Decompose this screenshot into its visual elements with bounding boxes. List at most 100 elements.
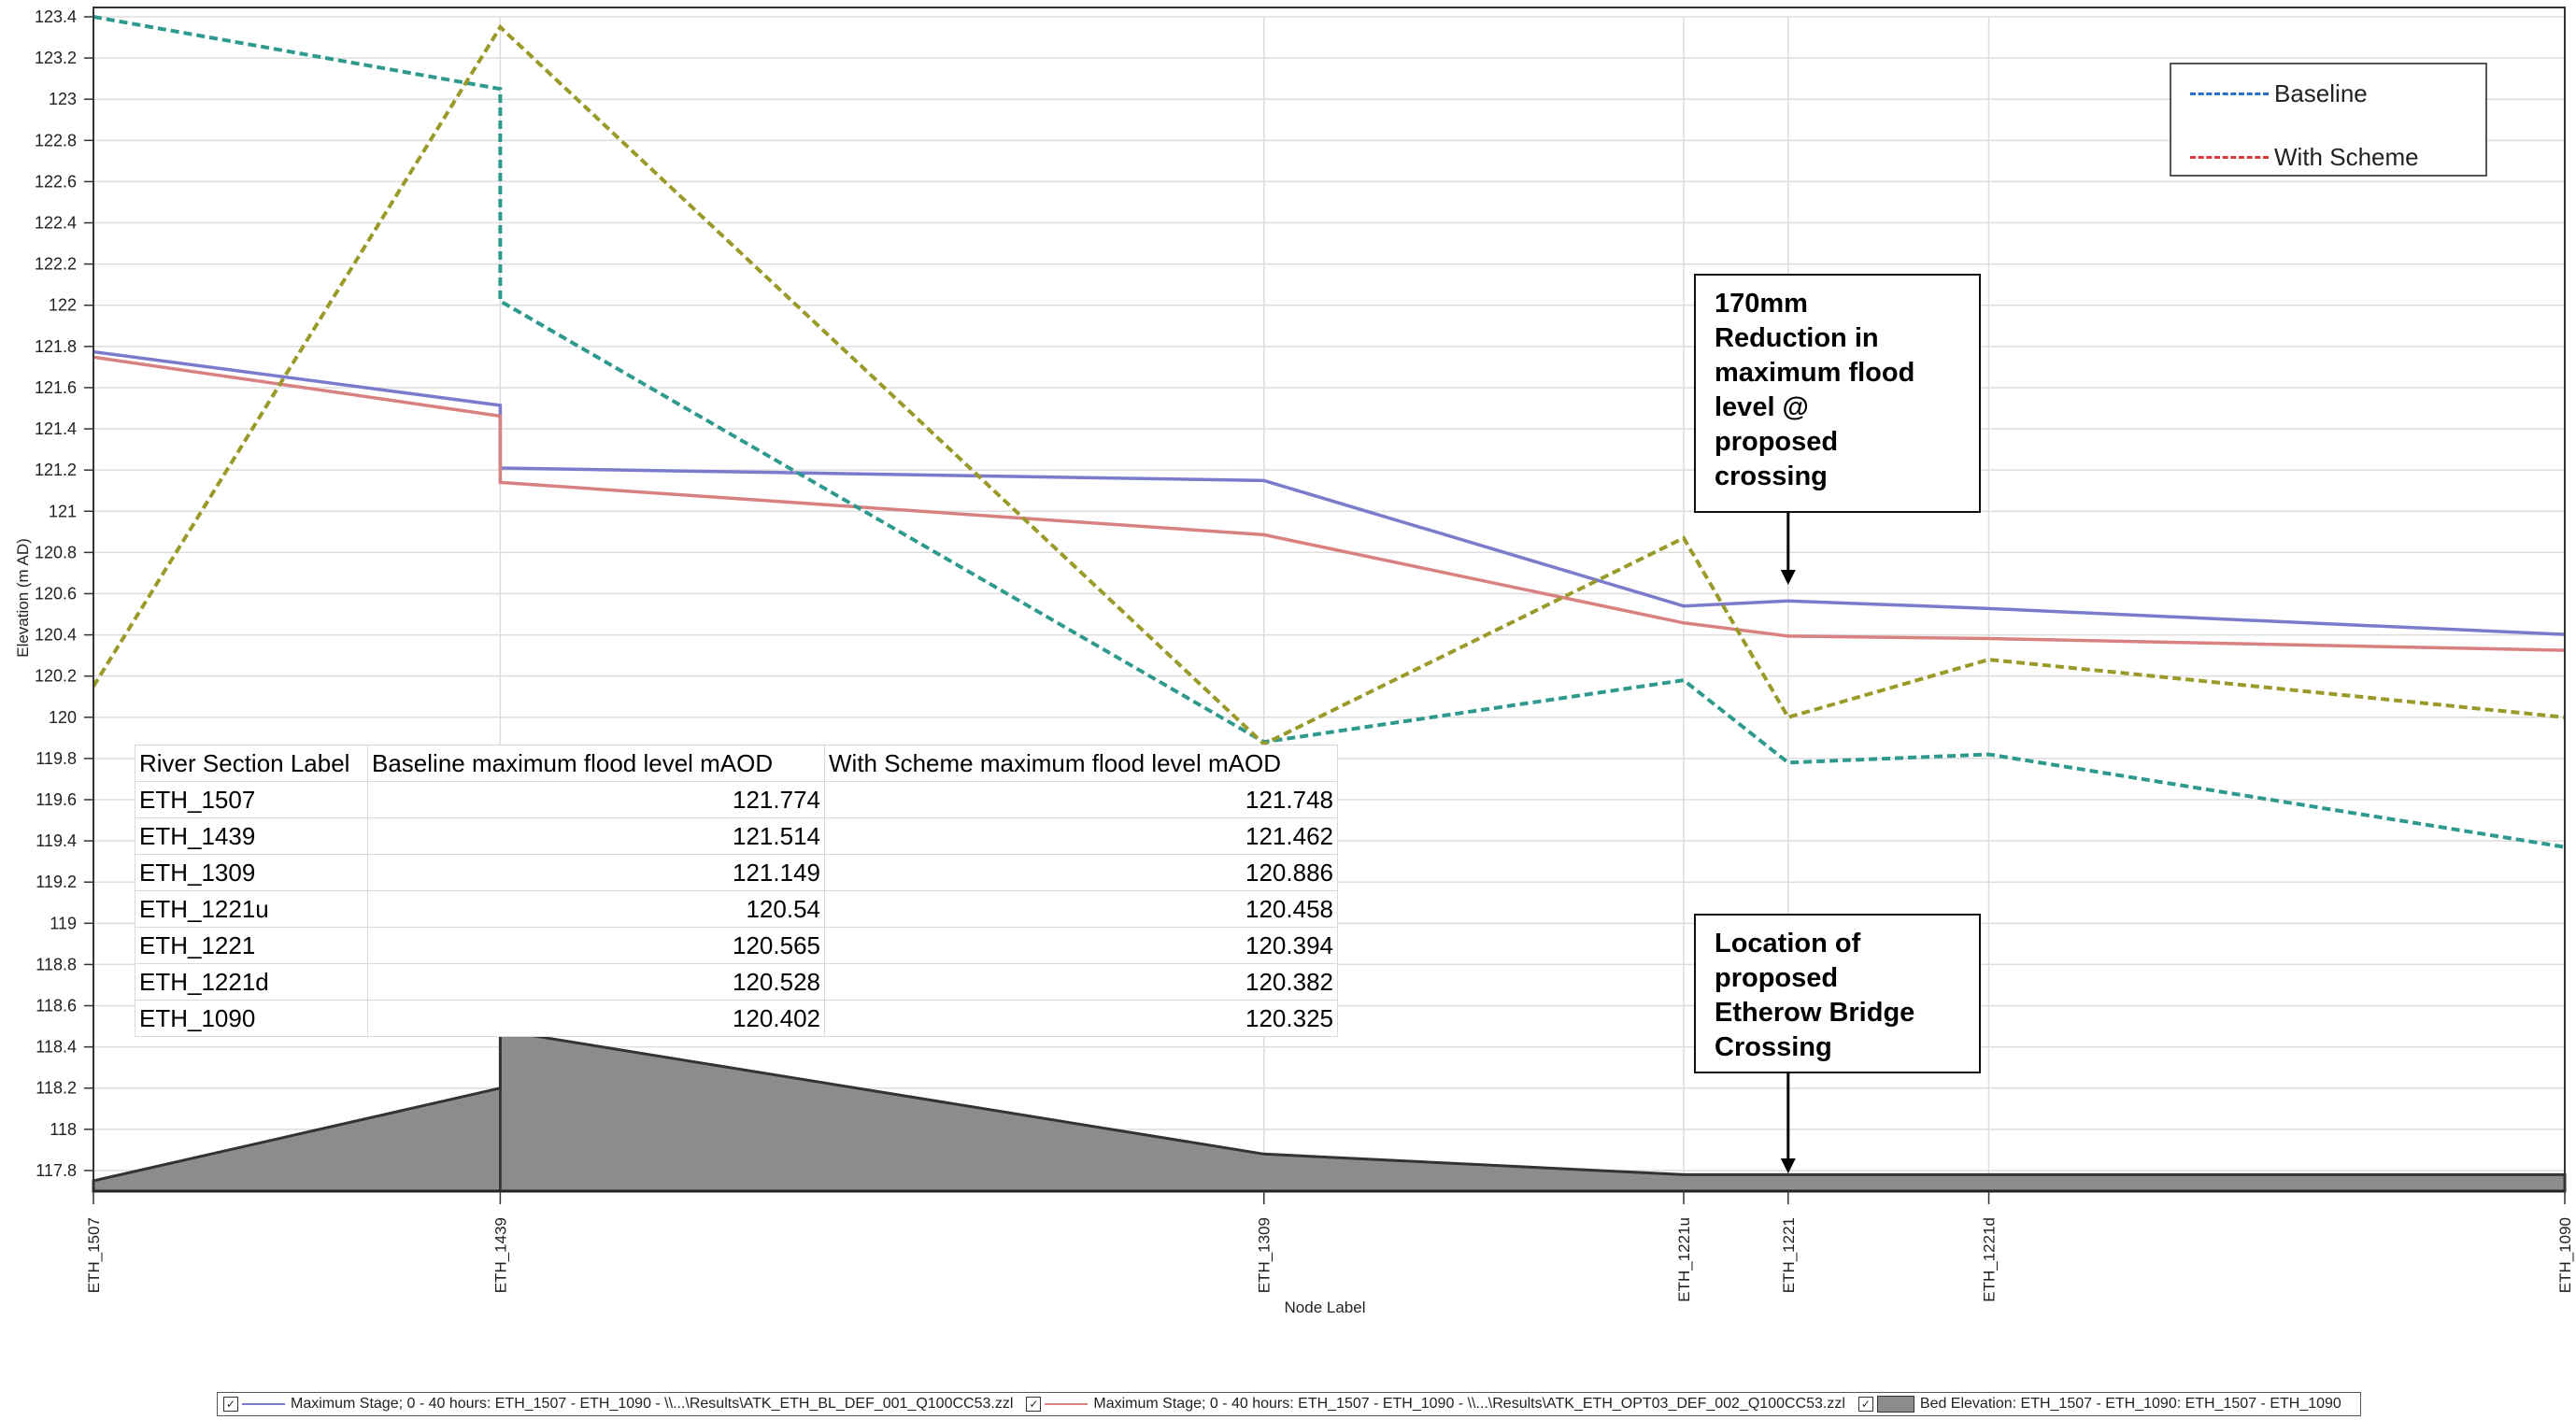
y-tick-label: 120.8 <box>35 543 77 561</box>
x-tick-label: ETH_1221u <box>1675 1217 1693 1302</box>
y-tick-label: 120.6 <box>35 584 77 603</box>
y-axis-label: Elevation (m AD) <box>14 538 32 658</box>
table-cell: ETH_1221d <box>135 963 368 1001</box>
legend-swatch-baseline <box>2190 92 2269 95</box>
checkbox-icon[interactable]: ✓ <box>1857 1397 1873 1412</box>
flood-level-table: River Section Label Baseline maximum flo… <box>135 745 1338 1037</box>
y-tick-labels: 117.8 118 118.2 118.4 118.6 118.8 119 119.2 119.… <box>35 7 93 1180</box>
y-tick-label: 118.8 <box>36 955 77 973</box>
y-tick-label: 120.2 <box>35 667 77 686</box>
x-tick-labels: ETH_1507 ETH_1439 ETH_1309 ETH_1221u ETH_122… <box>85 1191 2574 1302</box>
y-tick-label: 119 <box>50 914 77 932</box>
series-line-0 <box>93 349 2566 636</box>
table-row: ETH_1439 121.514 121.462 <box>135 817 1338 855</box>
table-cell: 121.149 <box>367 854 825 891</box>
table-cell: 120.886 <box>824 854 1338 891</box>
series-line-1 <box>93 355 2566 652</box>
table-cell: ETH_1221 <box>135 927 368 964</box>
footer-legend-entry[interactable]: ✓ Bed Elevation: ETH_1507 - ETH_1090: ET… <box>1857 1396 2341 1413</box>
annotation-arrow-head <box>1780 570 1796 585</box>
annotation-flood-reduction: 170mm Reduction in maximum flood level @… <box>1694 274 1981 513</box>
x-tick-label: ETH_1309 <box>1256 1217 1274 1293</box>
table-cell: 120.382 <box>824 963 1338 1001</box>
y-tick-label: 121.2 <box>35 461 77 479</box>
y-tick-label: 121 <box>49 502 77 520</box>
table-cell: ETH_1221u <box>135 890 368 928</box>
footer-legend-label: Maximum Stage; 0 - 40 hours: ETH_1507 - … <box>291 1396 1014 1412</box>
table-row: ETH_1507 121.774 121.748 <box>135 781 1338 818</box>
series-line-3 <box>92 23 2566 746</box>
table-header-cell: With Scheme maximum flood level mAOD <box>824 745 1338 782</box>
x-tick-label: ETH_1221 <box>1780 1217 1798 1293</box>
table-body: ETH_1507 121.774 121.748 ETH_1439 121.514 121… <box>135 781 1338 1037</box>
table-header-cell: River Section Label <box>135 745 368 782</box>
table-cell: 121.462 <box>824 817 1338 855</box>
table-row: ETH_1309 121.149 120.886 <box>135 854 1338 891</box>
legend-label-baseline: Baseline <box>2274 79 2368 107</box>
checkbox-icon[interactable]: ✓ <box>223 1397 238 1412</box>
table-cell: 121.774 <box>367 781 825 818</box>
table-header-cell: Baseline maximum flood level mAOD <box>367 745 825 782</box>
checkbox-icon[interactable]: ✓ <box>1026 1397 1042 1412</box>
legend-item-with-scheme: With Scheme <box>2190 143 2419 172</box>
table-cell: 120.402 <box>367 1000 825 1037</box>
bed-elevation-area <box>92 1029 2567 1193</box>
y-tick-label: 123.2 <box>35 49 77 67</box>
footer-swatch <box>242 1403 285 1405</box>
table-cell: 120.458 <box>824 890 1338 928</box>
table-cell: 120.54 <box>367 890 825 928</box>
y-tick-label: 123.4 <box>35 7 77 26</box>
y-tick-label: 122 <box>49 296 77 315</box>
legend: Baseline With Scheme <box>2170 63 2487 177</box>
x-tick-label: ETH_1090 <box>2556 1217 2574 1293</box>
table-cell: 120.565 <box>367 927 825 964</box>
table-cell: ETH_1090 <box>135 1000 368 1037</box>
y-tick-label: 118.6 <box>36 997 77 1015</box>
y-tick-label: 120 <box>49 708 77 727</box>
y-tick-label: 120.4 <box>35 626 77 645</box>
table-cell: 120.325 <box>824 1000 1338 1037</box>
footer-legend-entry[interactable]: ✓ Maximum Stage; 0 - 40 hours: ETH_1507 … <box>223 1396 1013 1413</box>
y-tick-label: 123 <box>49 90 77 108</box>
table-row: ETH_1221d 120.528 120.382 <box>135 963 1338 1001</box>
x-axis-label: Node Label <box>1285 1299 1366 1316</box>
y-tick-label: 122.8 <box>35 131 77 149</box>
annotation-arrows <box>1780 513 1796 1173</box>
annotation-arrow-head <box>1780 1158 1796 1173</box>
annotation-bridge-location: Location of proposed Etherow Bridge Cros… <box>1694 914 1981 1073</box>
y-tick-label: 119.6 <box>36 790 77 809</box>
bed-elevation-polygon <box>92 1029 2567 1193</box>
y-tick-label: 122.2 <box>35 255 77 274</box>
y-tick-label: 122.4 <box>35 214 77 233</box>
legend-swatch-with-scheme <box>2190 156 2269 159</box>
footer-swatch <box>1045 1403 1089 1405</box>
table-cell: ETH_1309 <box>135 854 368 891</box>
legend-label-with-scheme: With Scheme <box>2274 143 2419 171</box>
table-cell: 121.514 <box>367 817 825 855</box>
x-tick-label: ETH_1221d <box>1981 1217 1999 1302</box>
series-line-2 <box>93 15 2566 849</box>
footer-legend-label: Bed Elevation: ETH_1507 - ETH_1090: ETH_… <box>1919 1396 2341 1412</box>
y-tick-label: 119.4 <box>36 831 77 850</box>
footer-legend: ✓ Maximum Stage; 0 - 40 hours: ETH_1507 … <box>217 1392 2361 1416</box>
x-tick-label: ETH_1507 <box>85 1217 103 1293</box>
table-cell: ETH_1507 <box>135 781 368 818</box>
table-header-row: River Section Label Baseline maximum flo… <box>135 745 1338 782</box>
table-row: ETH_1090 120.402 120.325 <box>135 1000 1338 1037</box>
y-tick-label: 117.8 <box>36 1161 77 1180</box>
y-tick-label: 118 <box>50 1120 77 1139</box>
footer-legend-entry[interactable]: ✓ Maximum Stage; 0 - 40 hours: ETH_1507 … <box>1026 1396 1845 1413</box>
y-tick-label: 119.8 <box>36 749 77 768</box>
axes <box>93 7 2566 1193</box>
table-cell: 121.748 <box>824 781 1338 818</box>
y-tick-label: 119.2 <box>36 873 77 891</box>
footer-legend-label: Maximum Stage; 0 - 40 hours: ETH_1507 - … <box>1093 1396 1845 1412</box>
x-tick-label: ETH_1439 <box>491 1217 509 1293</box>
series-lines <box>92 15 2566 849</box>
y-tick-label: 122.6 <box>35 172 77 191</box>
y-tick-label: 121.4 <box>35 419 77 438</box>
y-tick-label: 121.8 <box>35 337 77 356</box>
y-tick-label: 118.2 <box>36 1079 77 1098</box>
table-cell: ETH_1439 <box>135 817 368 855</box>
